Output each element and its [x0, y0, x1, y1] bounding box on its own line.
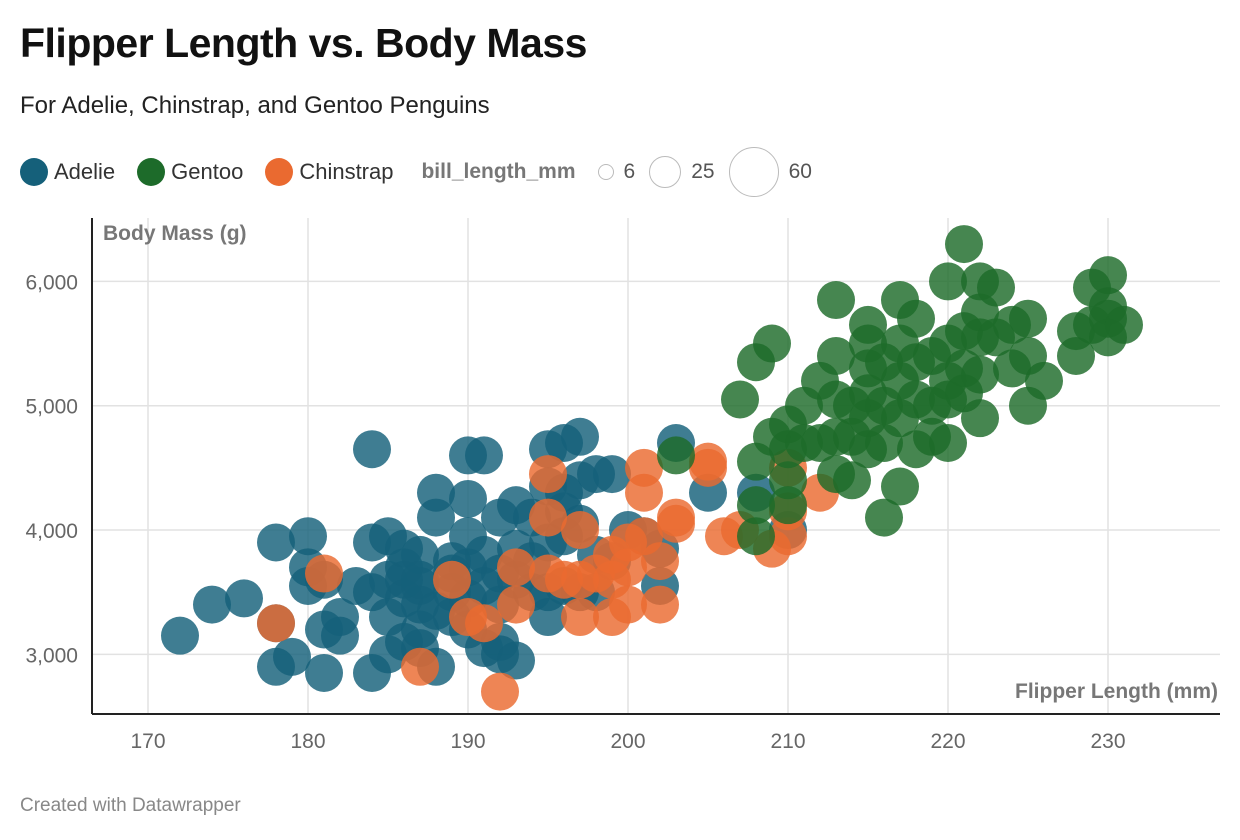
data-point-gentoo[interactable] — [737, 486, 775, 525]
data-point-gentoo[interactable] — [737, 517, 775, 556]
y-axis-label: Body Mass (g) — [103, 222, 247, 245]
data-points — [161, 225, 1143, 711]
size-circle-large — [728, 147, 779, 197]
legend-item-chinstrap[interactable]: Chinstrap — [265, 158, 393, 186]
legend-swatch-chinstrap — [265, 158, 294, 186]
data-point-adelie[interactable] — [449, 479, 487, 518]
data-point-chinstrap[interactable] — [481, 672, 519, 711]
data-point-gentoo[interactable] — [1089, 256, 1127, 295]
data-point-adelie[interactable] — [321, 616, 359, 655]
legend-label-gentoo: Gentoo — [171, 159, 244, 184]
data-point-gentoo[interactable] — [865, 498, 903, 537]
data-point-adelie[interactable] — [417, 498, 455, 537]
data-point-chinstrap[interactable] — [561, 511, 599, 550]
y-tick-label: 4,000 — [25, 520, 78, 543]
x-axis-label: Flipper Length (mm) — [1015, 680, 1218, 703]
data-point-gentoo[interactable] — [833, 461, 871, 500]
data-point-chinstrap[interactable] — [625, 448, 663, 487]
data-point-gentoo[interactable] — [961, 355, 999, 394]
x-tick-label: 190 — [450, 730, 485, 753]
size-legend-label-60: 60 — [788, 160, 812, 183]
chart-subtitle: For Adelie, Chinstrap, and Gentoo Pengui… — [20, 92, 490, 119]
x-tick-label: 180 — [290, 730, 325, 753]
y-tick-label: 3,000 — [25, 644, 78, 667]
data-point-adelie[interactable] — [273, 637, 311, 676]
data-point-gentoo[interactable] — [945, 225, 983, 264]
data-point-adelie[interactable] — [529, 598, 567, 637]
data-point-gentoo[interactable] — [897, 299, 935, 338]
footer-credit: Created with Datawrapper — [20, 795, 241, 816]
size-circle-small — [597, 164, 614, 180]
data-point-gentoo[interactable] — [817, 281, 855, 320]
data-point-gentoo[interactable] — [817, 336, 855, 375]
data-point-adelie[interactable] — [593, 455, 631, 494]
data-point-adelie[interactable] — [161, 616, 199, 655]
size-legend-label-25: 25 — [691, 160, 715, 183]
chart-title: Flipper Length vs. Body Mass — [20, 20, 587, 66]
y-tick-label: 6,000 — [25, 271, 78, 294]
data-point-chinstrap[interactable] — [657, 498, 695, 537]
data-point-chinstrap[interactable] — [529, 498, 567, 537]
size-legend-label-6: 6 — [623, 160, 636, 183]
data-point-gentoo[interactable] — [753, 324, 791, 363]
legend-item-adelie[interactable]: Adelie — [20, 158, 115, 186]
data-point-gentoo[interactable] — [721, 380, 759, 419]
data-point-adelie[interactable] — [193, 585, 231, 624]
x-tick-label: 230 — [1090, 730, 1125, 753]
data-point-adelie[interactable] — [257, 523, 295, 562]
data-point-gentoo[interactable] — [929, 262, 967, 301]
y-tick-label: 5,000 — [25, 396, 78, 419]
data-point-adelie[interactable] — [465, 436, 503, 475]
data-point-chinstrap[interactable] — [689, 448, 727, 487]
data-point-adelie[interactable] — [353, 430, 391, 469]
size-circle-medium — [649, 156, 682, 188]
data-point-gentoo[interactable] — [961, 399, 999, 438]
data-point-chinstrap[interactable] — [305, 554, 343, 593]
data-point-chinstrap[interactable] — [497, 548, 535, 587]
size-legend-title: bill_length_mm — [421, 160, 576, 183]
data-point-gentoo[interactable] — [881, 467, 919, 506]
data-point-gentoo[interactable] — [769, 486, 807, 525]
x-tick-label: 210 — [770, 730, 805, 753]
data-point-chinstrap[interactable] — [433, 560, 471, 599]
legend-item-gentoo[interactable]: Gentoo — [137, 158, 243, 186]
data-point-gentoo[interactable] — [657, 436, 695, 475]
size-legend-item-6: 6 — [597, 160, 636, 184]
data-point-chinstrap[interactable] — [641, 542, 679, 581]
data-point-gentoo[interactable] — [1009, 299, 1047, 338]
data-point-chinstrap[interactable] — [641, 585, 679, 624]
data-point-gentoo[interactable] — [1105, 305, 1143, 344]
data-point-chinstrap[interactable] — [609, 585, 647, 624]
data-point-chinstrap[interactable] — [257, 604, 295, 643]
data-point-adelie[interactable] — [497, 641, 535, 680]
data-point-adelie[interactable] — [401, 560, 439, 599]
data-point-chinstrap[interactable] — [609, 548, 647, 587]
data-point-chinstrap[interactable] — [401, 647, 439, 686]
data-point-gentoo[interactable] — [929, 424, 967, 463]
size-legend-item-25: 25 — [649, 156, 715, 188]
data-point-chinstrap[interactable] — [561, 598, 599, 637]
data-point-chinstrap[interactable] — [529, 455, 567, 494]
axes: 170 180 190 200 210 220 230 3,000 4,000 5,000 6,00… — [25, 218, 1220, 753]
data-point-adelie[interactable] — [225, 579, 263, 618]
legend-swatch-adelie — [20, 158, 48, 186]
legend-swatch-gentoo — [137, 158, 166, 186]
data-point-adelie[interactable] — [289, 517, 327, 556]
x-tick-label: 220 — [930, 730, 965, 753]
data-point-adelie[interactable] — [305, 653, 343, 692]
legend-label-adelie: Adelie — [54, 159, 116, 184]
data-point-chinstrap[interactable] — [497, 585, 535, 624]
x-tick-label: 170 — [130, 730, 165, 753]
x-tick-label: 200 — [610, 730, 645, 753]
legend: Adelie Gentoo Chinstrap bill_length_mm 6… — [20, 140, 826, 204]
data-point-chinstrap[interactable] — [465, 604, 503, 643]
size-legend-item-60: 60 — [728, 147, 812, 197]
data-point-adelie[interactable] — [561, 417, 599, 456]
data-point-gentoo[interactable] — [977, 268, 1015, 307]
data-point-gentoo[interactable] — [1025, 361, 1063, 400]
legend-label-chinstrap: Chinstrap — [299, 159, 394, 184]
